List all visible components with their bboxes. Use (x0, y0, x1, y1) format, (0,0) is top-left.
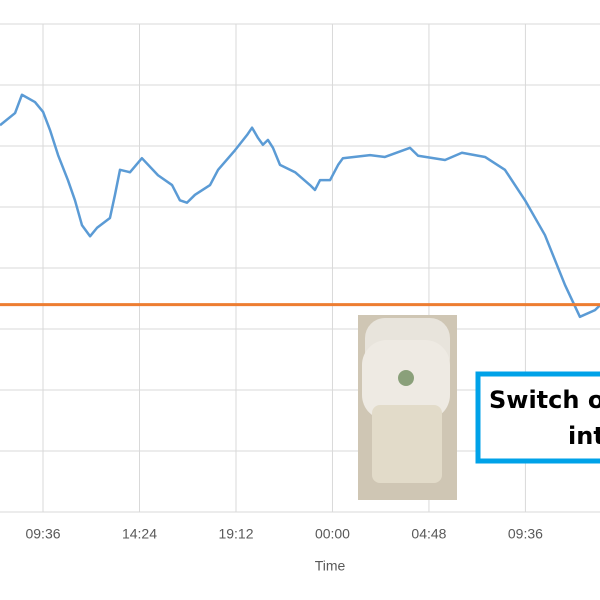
x-tick-label: 14:24 (122, 526, 157, 542)
photo (358, 315, 457, 500)
photo-socket (372, 405, 442, 483)
x-tick-label: 09:36 (508, 526, 543, 542)
x-tick-label: 19:12 (218, 526, 253, 542)
annotation: Switch o int (475, 371, 600, 464)
annotation-text: int (568, 422, 600, 450)
x-tick-label: 04:48 (411, 526, 446, 542)
photo-led (398, 370, 414, 386)
annotation-text: Switch o (489, 386, 600, 414)
plot (0, 93, 600, 319)
annotation-box (475, 371, 600, 464)
x-tick-label: 09:36 (25, 526, 60, 542)
x-tick-label: 00:00 (315, 526, 350, 542)
data-line (0, 93, 600, 319)
x-axis-title: Time (315, 558, 346, 574)
